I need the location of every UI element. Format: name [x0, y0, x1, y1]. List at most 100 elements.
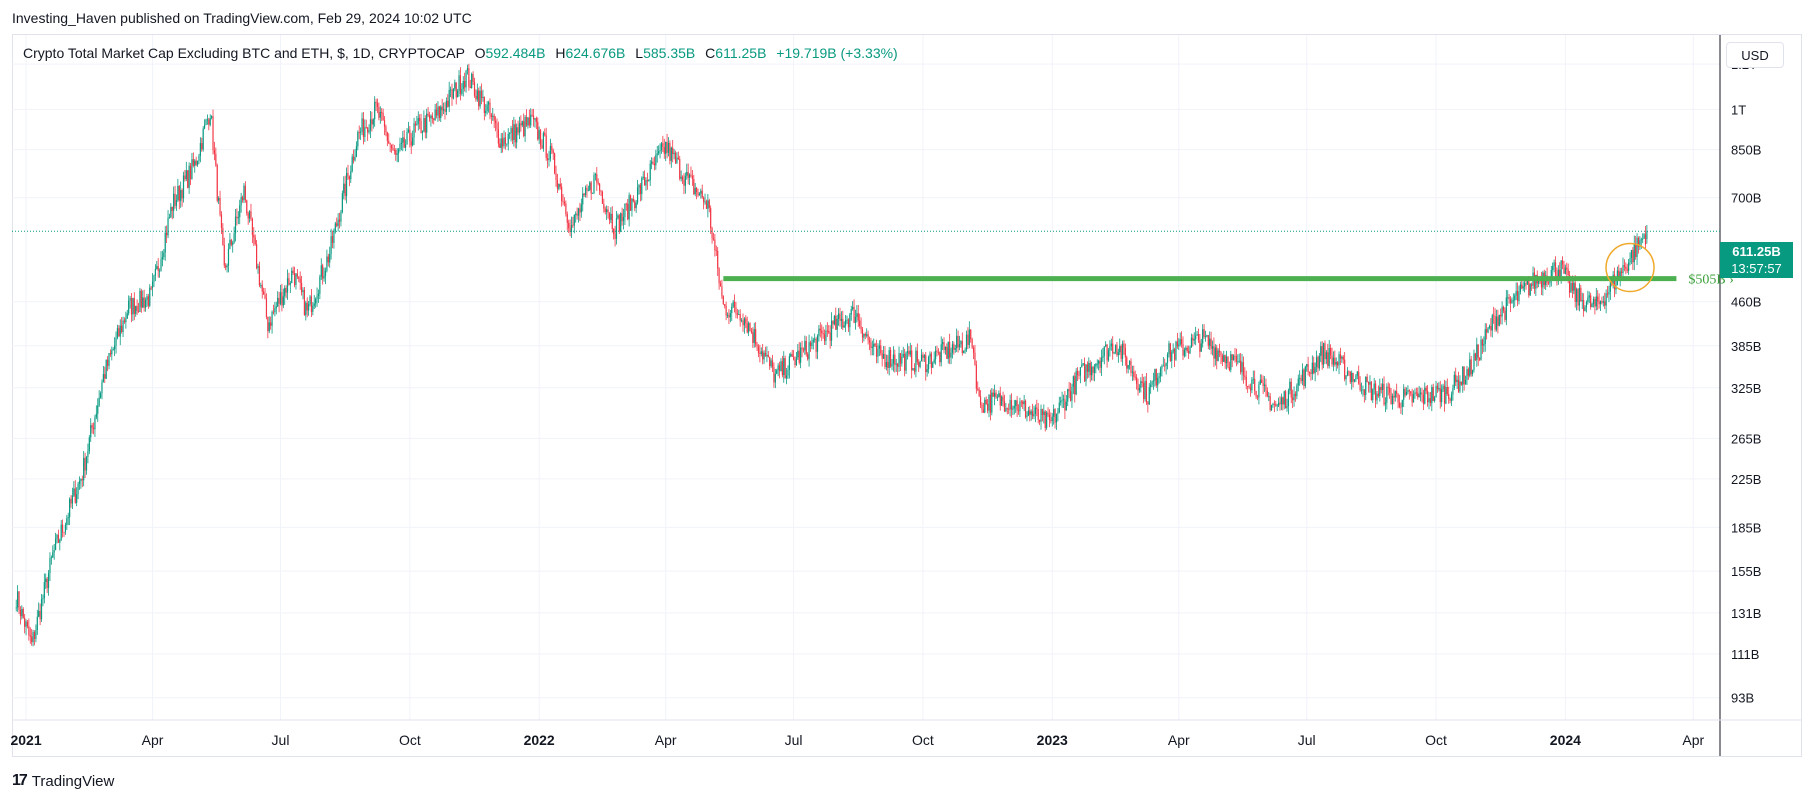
candle-body: [66, 518, 68, 525]
time-axis: 2021 Apr Jul Oct 2022 Apr Jul Oct 2023 Apr Jul Oct 2…: [10, 732, 1704, 748]
candle-body: [167, 217, 169, 236]
candle-body: [1137, 383, 1139, 391]
candle-body: [1328, 348, 1330, 367]
candle-body: [317, 293, 320, 296]
candle-body: [864, 334, 866, 336]
candle-body: [431, 115, 433, 119]
candle-body: [563, 202, 566, 204]
candle-body: [816, 335, 819, 352]
candle-body: [1275, 404, 1277, 406]
candle-body: [1598, 301, 1600, 305]
candle-body: [482, 96, 484, 99]
currency-button[interactable]: USD: [1726, 42, 1784, 68]
candle-body: [686, 172, 688, 176]
candle-body: [846, 319, 848, 321]
candle-body: [922, 354, 924, 358]
candle-body: [364, 127, 366, 137]
candle-body: [1514, 295, 1516, 301]
candle-body: [742, 320, 744, 326]
candle-body: [1081, 364, 1083, 368]
candle-body: [261, 285, 263, 292]
candle-body: [1349, 371, 1351, 382]
close-value: 611.25B: [715, 45, 767, 61]
candle-body: [866, 334, 868, 336]
candle-body: [423, 118, 425, 132]
candle-body: [617, 215, 619, 219]
candle-body: [104, 374, 106, 379]
candle-body: [1405, 392, 1408, 396]
candle-body: [1335, 362, 1337, 365]
candle-body: [1438, 388, 1440, 390]
candle-body: [1334, 357, 1336, 365]
candle-body: [570, 224, 573, 232]
candle-body: [1293, 393, 1295, 401]
candle-body: [1370, 381, 1372, 401]
candle-body: [777, 365, 779, 371]
candle-body: [286, 278, 289, 293]
candle-body: [129, 298, 131, 301]
candle-body: [438, 106, 440, 118]
candle-body: [746, 323, 748, 333]
candle-body: [1358, 371, 1360, 384]
candle-body: [530, 114, 532, 126]
candle-body: [414, 123, 417, 126]
candle-body: [1121, 343, 1124, 359]
candle-body: [468, 68, 470, 87]
candle-body: [454, 82, 456, 89]
candle-body: [625, 203, 627, 205]
candle-body: [219, 197, 221, 215]
candle-body: [1432, 387, 1434, 401]
candle-body: [1244, 375, 1246, 377]
candle-body: [92, 427, 95, 430]
change-value: +19.719B (+3.33%): [776, 45, 898, 61]
candle-body: [282, 296, 284, 306]
candle-body: [885, 361, 887, 368]
candle-body: [360, 131, 362, 133]
candle-body: [33, 632, 36, 639]
x-tick-label: Jul: [272, 732, 290, 748]
tradingview-logo[interactable]: 17 TradingView: [12, 772, 114, 790]
candles: [15, 63, 1648, 647]
candle-body: [1158, 376, 1160, 378]
candle-body: [312, 305, 314, 312]
candle-body: [677, 157, 679, 160]
candle-body: [203, 124, 206, 129]
candle-body: [150, 287, 152, 289]
candle-body: [1195, 335, 1197, 340]
candle-body: [859, 320, 861, 326]
annotations: $505B ›: [12, 230, 1734, 293]
candle-body: [1412, 394, 1415, 403]
candle-body: [47, 573, 50, 588]
candle-body: [114, 345, 116, 350]
candle-body: [513, 124, 515, 140]
candle-body: [42, 598, 44, 600]
candle-body: [760, 351, 762, 354]
candle-body: [1407, 390, 1409, 393]
candle-body: [388, 140, 390, 144]
candle-body: [1387, 386, 1389, 388]
candle-body: [1099, 360, 1101, 368]
candle-body: [1037, 408, 1039, 420]
candle-body: [22, 608, 24, 618]
candle-body: [1459, 381, 1461, 392]
candle-body: [164, 232, 166, 253]
candle-body: [537, 121, 539, 140]
candle-body: [1003, 400, 1006, 412]
candle-body: [147, 296, 149, 306]
candle-body: [884, 353, 886, 368]
candle-body: [225, 265, 227, 268]
candle-body: [1057, 412, 1059, 414]
candle-body: [614, 234, 616, 239]
candle-body: [653, 163, 656, 166]
candle-body: [1186, 347, 1188, 352]
candle-body: [1414, 392, 1416, 395]
candle-body: [1337, 362, 1339, 366]
candle-body: [559, 183, 561, 187]
candle-body: [407, 129, 410, 133]
candle-body: [337, 219, 339, 226]
candle-body: [693, 178, 695, 195]
candle-body: [1495, 316, 1498, 330]
low-key: L: [635, 45, 644, 61]
candle-body: [441, 106, 443, 111]
